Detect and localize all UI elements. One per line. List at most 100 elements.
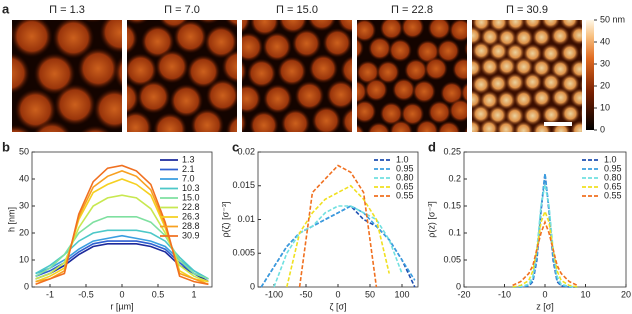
colorbar [586, 20, 594, 130]
particle [262, 31, 293, 62]
particle [113, 55, 122, 90]
particle [169, 83, 204, 118]
particle [153, 112, 188, 132]
particle [242, 31, 264, 62]
particle [242, 83, 262, 114]
particle [173, 20, 208, 54]
y-tick-label: 0.01 [237, 214, 255, 224]
legend-label: 2.1 [182, 164, 195, 174]
particle [427, 20, 452, 41]
y-tick-label: 0 [250, 281, 255, 291]
legend-label: 10.3 [182, 183, 200, 193]
y-tick-label: 0 [24, 281, 29, 291]
y-tick-label: 0.05 [443, 254, 461, 264]
y-axis-label: ρ(ζ) [σ⁻³] [220, 202, 230, 238]
particle [127, 110, 153, 132]
particle [54, 83, 97, 126]
series-line [512, 184, 578, 288]
particle [52, 20, 95, 59]
legend-label: 0.80 [396, 172, 414, 182]
legend-label: 1.0 [604, 154, 617, 164]
afm-image [330, 20, 467, 165]
particle [487, 135, 507, 155]
particle [513, 56, 534, 77]
particle [471, 136, 491, 156]
y-tick-label: 0.25 [443, 146, 461, 156]
y-tick-label: 30 [19, 200, 29, 210]
particle [388, 38, 413, 63]
particle [561, 137, 581, 157]
particle [248, 110, 279, 132]
y-tick-label: 0.005 [232, 248, 255, 258]
x-axis-label: ζ [σ] [329, 301, 346, 311]
particle [249, 20, 280, 37]
particle [541, 104, 562, 125]
particle [522, 20, 543, 31]
colorbar-tick-label: 40 [600, 36, 610, 46]
particle [531, 88, 552, 108]
particle [460, 81, 467, 104]
legend-label: 26.3 [182, 211, 200, 221]
particle [330, 141, 354, 165]
particle [463, 125, 467, 132]
particle [514, 28, 534, 48]
x-axis-label: z [σ] [536, 301, 554, 311]
series-line [260, 205, 416, 288]
afm-image [242, 20, 383, 164]
particle [12, 20, 53, 58]
particle [513, 120, 534, 132]
particle [496, 119, 516, 132]
legend-label: 22.8 [182, 202, 200, 212]
series-line [273, 205, 403, 288]
series-line [35, 164, 209, 286]
image-title: Π = 30.9 [506, 4, 548, 16]
x-tick-label: 10 [580, 289, 590, 299]
afm-image [0, 0, 162, 132]
particle [579, 106, 582, 120]
x-axis-label: r [µm] [110, 301, 133, 311]
particle [296, 133, 326, 163]
particle [246, 58, 277, 89]
legend-label: 30.9 [182, 230, 200, 240]
particle [221, 49, 237, 84]
particle [579, 77, 582, 92]
particle [276, 56, 307, 87]
x-tick-label: 0 [119, 289, 124, 299]
particle [472, 40, 492, 61]
particle [412, 79, 437, 104]
legend-label: 0.95 [396, 163, 414, 173]
particle [120, 0, 162, 17]
particle [50, 20, 60, 21]
particle [77, 47, 120, 90]
particle [99, 20, 122, 54]
particle [496, 56, 517, 77]
particle [325, 79, 352, 110]
legend-label: 0.65 [396, 181, 414, 191]
particle [280, 108, 311, 132]
particle [311, 105, 342, 132]
particle [353, 134, 383, 164]
particle [472, 58, 483, 78]
particle [496, 90, 517, 111]
particle [578, 44, 582, 59]
particle [505, 72, 525, 93]
y-tick-label: 0.15 [443, 200, 461, 210]
particle [488, 73, 508, 94]
legend-label: 15.0 [182, 192, 200, 202]
particle [0, 89, 9, 131]
plot-frame [463, 151, 627, 288]
particle [559, 42, 580, 63]
y-tick-label: 0.2 [448, 173, 461, 183]
afm-image [127, 20, 237, 132]
panel-label: c [232, 139, 239, 154]
particle [569, 88, 582, 108]
particle [242, 20, 252, 34]
particle [488, 41, 509, 62]
particle [127, 22, 139, 55]
particle [403, 58, 428, 83]
particle [400, 101, 425, 126]
y-tick-label: 50 [19, 146, 29, 156]
particle [154, 49, 189, 84]
x-tick-label: -10 [498, 289, 511, 299]
